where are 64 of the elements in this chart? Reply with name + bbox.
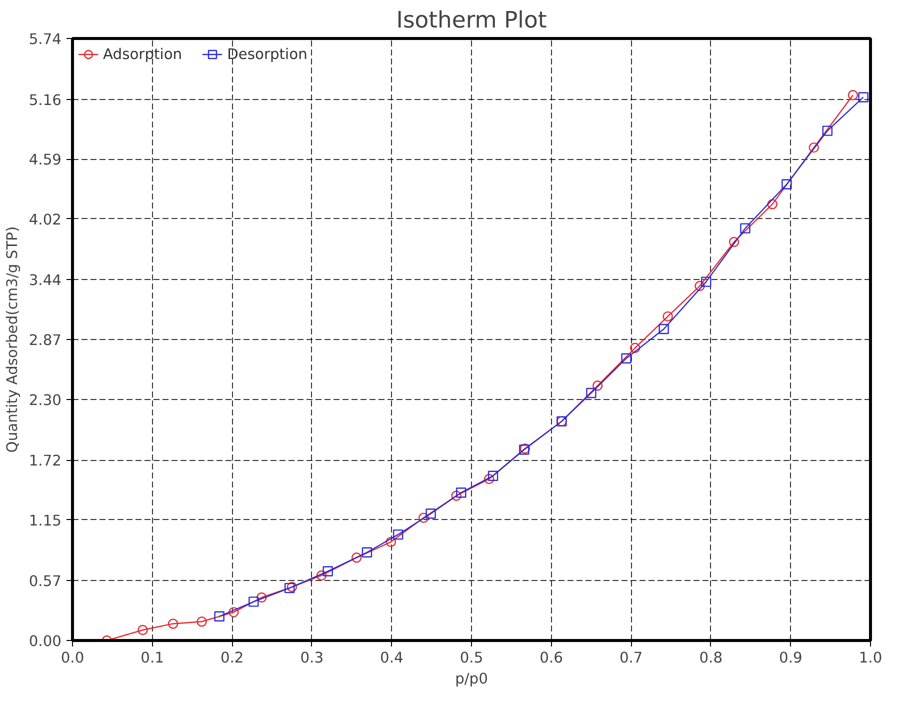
point <box>451 490 462 501</box>
y-tick-label: 1.72 <box>28 452 62 470</box>
point <box>701 276 712 287</box>
y-tick-label: 0.00 <box>28 633 62 650</box>
point <box>694 280 705 292</box>
x-tick-label: 0.5 <box>460 650 484 666</box>
point <box>362 547 372 558</box>
point <box>848 90 858 100</box>
legend-label: Adsorption <box>103 46 182 62</box>
x-tick-label: 0.0 <box>60 650 84 666</box>
point <box>322 566 333 576</box>
x-axis-title: p/p0 <box>455 670 488 688</box>
point <box>248 596 259 607</box>
y-tick-label: 4.59 <box>28 152 62 169</box>
point <box>284 582 295 594</box>
x-tick-label: 0.6 <box>540 650 563 666</box>
point <box>456 488 466 498</box>
y-tick-label: 5.16 <box>28 92 62 109</box>
x-tick-label: 0.2 <box>220 650 244 666</box>
point <box>386 536 396 548</box>
point <box>767 199 778 210</box>
y-tick-label: 1.15 <box>28 512 62 530</box>
point <box>418 512 429 523</box>
x-tick-label: 0.9 <box>779 650 802 666</box>
y-tick-label: 5.74 <box>28 31 62 48</box>
point <box>392 529 404 540</box>
y-tick-label: 4.02 <box>28 211 62 228</box>
point <box>740 223 750 234</box>
x-tick-label: 0.1 <box>140 650 164 666</box>
y-tick-label: 2.30 <box>28 392 62 409</box>
point <box>484 474 494 484</box>
point <box>586 388 596 398</box>
point <box>196 616 207 627</box>
point <box>662 311 673 322</box>
point <box>351 552 362 563</box>
chart-title: Isotherm Plot <box>396 8 547 34</box>
point <box>138 624 148 636</box>
x-tick-label: 1.0 <box>858 650 882 666</box>
point <box>168 618 178 629</box>
y-axis-title: Quantity Adsorbed(cm3/g STP) <box>4 226 21 453</box>
point <box>214 611 224 622</box>
point <box>728 236 740 248</box>
point <box>256 592 267 603</box>
y-tick-label: 2.87 <box>28 332 62 349</box>
point <box>621 353 632 364</box>
x-tick-label: 0.7 <box>619 650 643 666</box>
point <box>488 470 498 481</box>
point <box>316 570 327 581</box>
point <box>630 342 640 353</box>
point <box>658 324 669 334</box>
y-tick-label: 3.44 <box>28 272 62 290</box>
point <box>808 142 819 153</box>
point <box>858 92 868 102</box>
point <box>822 126 833 136</box>
point <box>228 607 239 618</box>
point <box>286 582 298 592</box>
point <box>592 380 603 391</box>
y-tick-label: 0.57 <box>28 573 62 590</box>
x-tick-label: 0.8 <box>699 650 723 666</box>
point <box>782 179 792 190</box>
point <box>426 508 436 519</box>
legend-label: Desorption <box>227 46 308 62</box>
x-tick-label: 0.4 <box>380 650 404 666</box>
x-tick-label: 0.3 <box>300 650 324 666</box>
